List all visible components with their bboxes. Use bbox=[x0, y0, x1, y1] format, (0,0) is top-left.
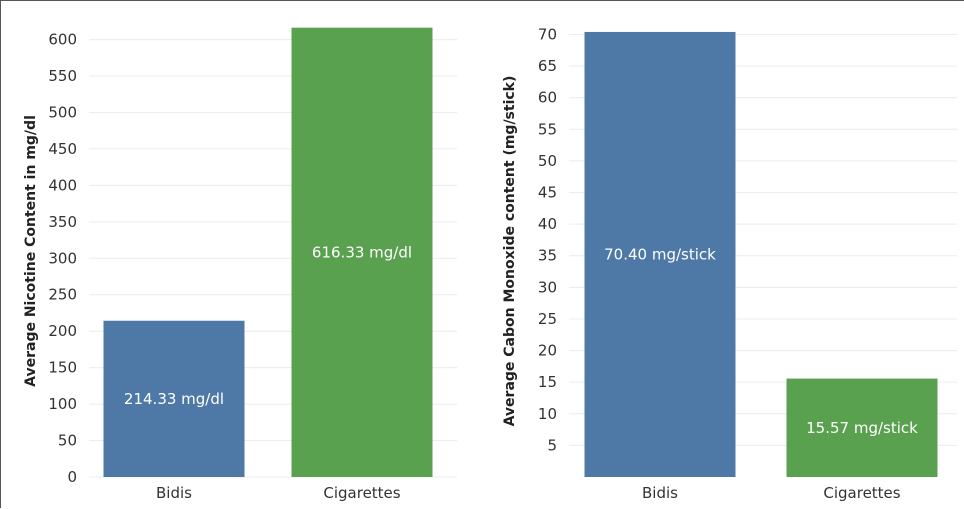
data-label: 214.33 mg/dl bbox=[124, 390, 224, 408]
y-tick-label: 0 bbox=[67, 468, 77, 486]
category-label: Bidis bbox=[156, 484, 192, 502]
y-tick-label: 20 bbox=[538, 342, 557, 360]
y-tick-label: 50 bbox=[58, 432, 77, 450]
y-tick-label: 30 bbox=[538, 278, 557, 296]
data-label: 70.40 mg/stick bbox=[604, 245, 716, 263]
y-tick-label: 35 bbox=[538, 247, 557, 265]
y-tick-label: 65 bbox=[538, 57, 557, 75]
y-tick-label: 15 bbox=[538, 373, 557, 391]
y-tick-label: 55 bbox=[538, 120, 557, 138]
bar-bidis bbox=[103, 320, 245, 477]
data-label: 15.57 mg/stick bbox=[806, 419, 918, 437]
data-label: 616.33 mg/dl bbox=[312, 243, 412, 261]
y-tick-label: 150 bbox=[48, 359, 77, 377]
category-label: Cigarettes bbox=[323, 484, 400, 502]
y-tick-label: 500 bbox=[48, 103, 77, 121]
y-tick-label: 300 bbox=[48, 249, 77, 267]
y-tick-label: 400 bbox=[48, 176, 77, 194]
y-tick-label: 5 bbox=[547, 436, 557, 454]
category-label: Cigarettes bbox=[823, 484, 900, 502]
y-tick-label: 10 bbox=[538, 405, 557, 423]
y-tick-label: 50 bbox=[538, 152, 557, 170]
y-tick-label: 450 bbox=[48, 140, 77, 158]
y-tick-label: 350 bbox=[48, 213, 77, 231]
y-tick-label: 45 bbox=[538, 184, 557, 202]
y-tick-label: 250 bbox=[48, 286, 77, 304]
y-tick-label: 200 bbox=[48, 322, 77, 340]
y-tick-label: 60 bbox=[538, 89, 557, 107]
y-tick-label: 550 bbox=[48, 67, 77, 85]
y-axis-label: Average Cabon Monoxide content (mg/stick… bbox=[502, 76, 518, 427]
bar-bidis bbox=[584, 31, 736, 477]
y-tick-label: 40 bbox=[538, 215, 557, 233]
y-tick-label: 25 bbox=[538, 310, 557, 328]
bar-cigarettes bbox=[291, 27, 433, 478]
y-tick-label: 100 bbox=[48, 395, 77, 413]
y-tick-label: 600 bbox=[48, 31, 77, 49]
category-label: Bidis bbox=[642, 484, 678, 502]
bar-cigarettes bbox=[786, 378, 938, 477]
y-axis-label: Average Nicotine Content in mg/dl bbox=[23, 115, 39, 387]
y-tick-label: 70 bbox=[538, 25, 557, 43]
